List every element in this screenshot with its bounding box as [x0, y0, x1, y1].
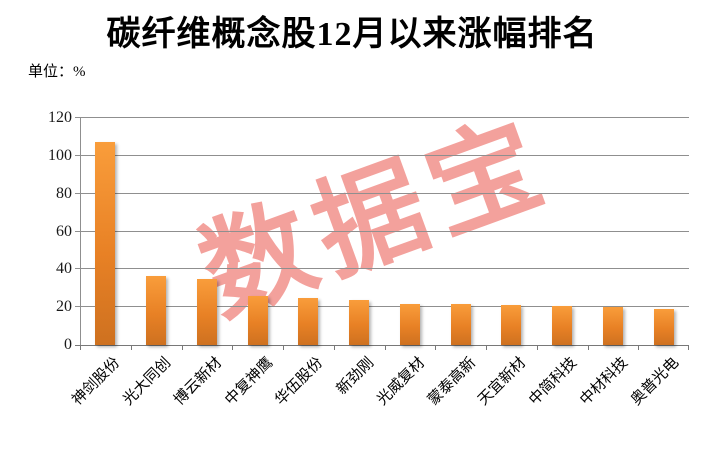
x-axis-label: 蒙泰高新	[425, 354, 479, 409]
x-axis-label: 神剑股份	[69, 354, 124, 409]
bar-光威复材	[399, 303, 420, 345]
bar-奥普光电	[653, 308, 674, 345]
x-axis-tick	[384, 345, 386, 350]
bar-光大同创	[146, 276, 167, 345]
x-axis-label: 光威复材	[374, 354, 429, 409]
bar-中复神鹰	[247, 295, 268, 345]
x-axis-label: 中复神鹰	[222, 354, 276, 409]
y-axis-label: 20	[56, 298, 72, 316]
bar-天宜新材	[501, 305, 522, 345]
bar-神剑股份	[95, 142, 116, 345]
gridline	[75, 192, 689, 194]
x-axis-tick	[486, 345, 487, 350]
x-axis-label: 光大同创	[120, 354, 175, 409]
gridline	[75, 306, 689, 308]
y-axis-label: 120	[48, 109, 72, 126]
x-axis-tick	[333, 345, 335, 350]
x-axis-label: 华伍股份	[272, 354, 327, 409]
bar-蒙泰高新	[450, 304, 471, 345]
y-axis-line	[80, 118, 81, 345]
y-axis-label: 100	[48, 146, 72, 164]
chart-title: 碳纤维概念股12月以来涨幅排名	[106, 16, 598, 53]
x-axis-label: 中材科技	[577, 354, 632, 409]
x-axis-tick	[130, 345, 132, 350]
y-axis-label: 40	[56, 260, 72, 278]
bar-中简科技	[552, 305, 573, 345]
gridline	[75, 117, 689, 118]
x-axis-tick	[232, 345, 234, 350]
x-axis-tick	[435, 345, 437, 350]
gridline	[75, 154, 689, 156]
x-axis-tick	[181, 345, 183, 350]
x-axis-label: 博云新材	[171, 354, 226, 409]
gridline	[75, 268, 689, 270]
x-axis-tick	[536, 345, 538, 350]
x-axis-label: 天宜新材	[475, 354, 530, 409]
y-axis-label: 80	[56, 184, 72, 202]
bar-华伍股份	[298, 297, 319, 345]
x-axis-label: 新劲刚	[334, 354, 378, 398]
gridline	[75, 230, 689, 232]
unit-label: 单位：%	[28, 64, 86, 80]
y-axis-label: 0	[64, 336, 72, 353]
x-axis-baseline	[75, 345, 689, 346]
bar-中材科技	[602, 307, 623, 345]
x-axis-tick	[688, 345, 689, 350]
x-axis-tick	[80, 345, 81, 350]
x-axis-label: 奥普光电	[628, 354, 682, 409]
y-axis-label: 60	[56, 222, 72, 240]
x-axis-tick	[638, 345, 640, 350]
plot-area	[75, 117, 689, 350]
bar-博云新材	[196, 278, 217, 345]
bar-新劲刚	[349, 299, 370, 345]
x-axis-label: 中简科技	[526, 354, 581, 409]
x-axis-tick	[283, 345, 284, 350]
x-axis-tick	[587, 345, 589, 350]
